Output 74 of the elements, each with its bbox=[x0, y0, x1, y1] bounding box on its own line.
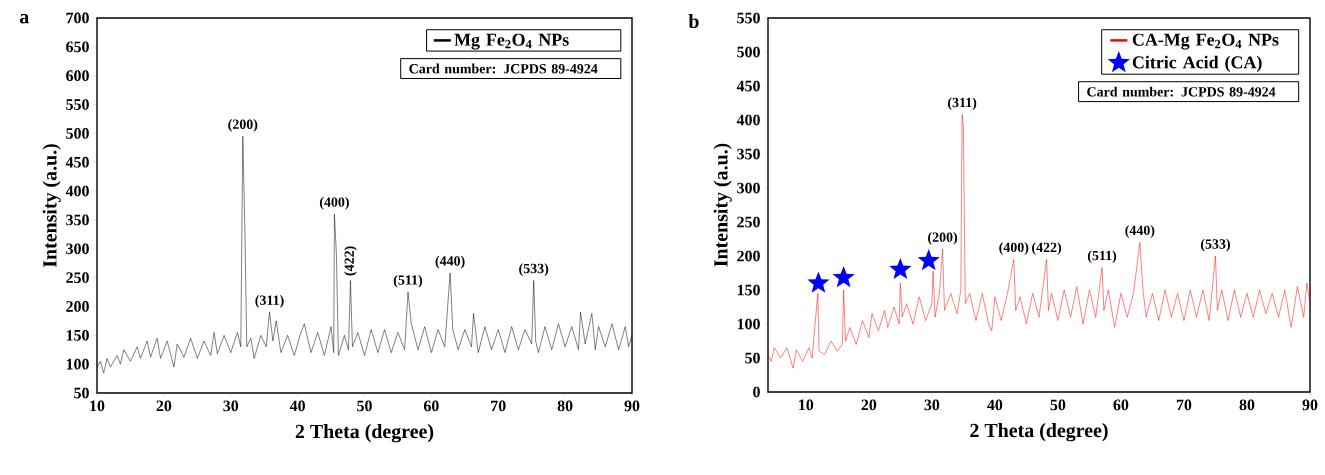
annotation: (200) bbox=[928, 232, 958, 245]
point bbox=[917, 249, 940, 271]
y-tick-label: 300 bbox=[737, 182, 760, 194]
annotation: (200) bbox=[228, 119, 258, 132]
x-tick-label: 50 bbox=[357, 400, 372, 412]
y-tick-label: 400 bbox=[65, 185, 89, 197]
y-tick-label: 50 bbox=[745, 352, 760, 364]
point bbox=[889, 257, 912, 280]
x-tick-label: 80 bbox=[1239, 399, 1255, 411]
annotation: (400) bbox=[999, 242, 1029, 255]
y-tick-label: 350 bbox=[66, 214, 89, 226]
y-tick-label: 700 bbox=[66, 12, 89, 24]
chart-title: a bbox=[19, 14, 29, 24]
x-tick-label: 70 bbox=[491, 400, 506, 412]
y-tick-label: 250 bbox=[737, 216, 760, 228]
y-tick-label: 150 bbox=[66, 329, 89, 341]
x-tick-label: 40 bbox=[289, 400, 305, 412]
annotation: (511) bbox=[393, 274, 423, 288]
y-tick-label: 100 bbox=[66, 358, 89, 370]
annotation: (422) bbox=[1032, 242, 1062, 255]
annotation: Card number: JCPDS 89-4924 bbox=[1087, 86, 1276, 97]
y-tick-label: 350 bbox=[737, 148, 760, 160]
point bbox=[832, 266, 855, 288]
x-tick-label: 20 bbox=[156, 400, 172, 412]
y-tick-label: 0 bbox=[753, 386, 760, 398]
annotation: (311) bbox=[948, 97, 977, 111]
y-tick-label: 500 bbox=[737, 46, 760, 58]
x-tick-label: 30 bbox=[223, 400, 239, 412]
y-axis-title: Intensity (a.u.) bbox=[713, 143, 732, 267]
x-tick-label: 70 bbox=[1176, 399, 1192, 411]
point bbox=[807, 271, 830, 293]
y-tick-label: 450 bbox=[736, 80, 760, 92]
y-tick-label: 550 bbox=[66, 99, 89, 110]
annotation: (311) bbox=[255, 295, 284, 308]
annotation: (440) bbox=[435, 255, 465, 269]
x-tick-label: 50 bbox=[1050, 399, 1066, 411]
y-tick-label: 400 bbox=[736, 114, 760, 126]
x-tick-label: 90 bbox=[624, 400, 640, 412]
annotation: (511) bbox=[1087, 250, 1117, 264]
legend-label: Mg Fe$_{2}$O$_{4}$ NPs bbox=[454, 33, 569, 50]
annotation: (533) bbox=[519, 263, 549, 276]
y-tick-label: 200 bbox=[66, 301, 89, 312]
y-tick-label: 450 bbox=[65, 156, 89, 168]
x-tick-label: 20 bbox=[861, 399, 877, 411]
y-tick-label: 300 bbox=[66, 243, 89, 255]
chart-title: b bbox=[688, 14, 699, 29]
y-tick-label: 550 bbox=[737, 12, 760, 24]
x-tick-label: 10 bbox=[90, 400, 105, 412]
y-tick-label: 200 bbox=[737, 250, 760, 262]
y-tick-label: 500 bbox=[66, 128, 89, 139]
y-tick-label: 150 bbox=[737, 284, 760, 296]
y-axis-title: Intensity (a.u.) bbox=[42, 144, 61, 268]
annotation: (533) bbox=[1200, 238, 1230, 252]
annotation: (440) bbox=[1125, 225, 1155, 238]
x-tick-label: 40 bbox=[987, 399, 1003, 411]
annotation: (422) bbox=[344, 246, 357, 276]
x-tick-label: 30 bbox=[924, 399, 940, 411]
x-axis-title: 2 Theta (degree) bbox=[970, 423, 1108, 442]
x-tick-label: 80 bbox=[557, 400, 573, 412]
annotation: Card number: JCPDS 89-4924 bbox=[409, 63, 598, 74]
x-tick-label: 60 bbox=[423, 400, 439, 412]
annotation: (400) bbox=[319, 196, 349, 210]
line-series bbox=[767, 114, 1311, 369]
legend-label: Citric Acid (CA) bbox=[1132, 55, 1262, 73]
legend-label: CA-Mg Fe$_{2}$O$_{4}$ NPs bbox=[1132, 33, 1279, 50]
x-axis-title: 2 Theta (degree) bbox=[295, 424, 434, 443]
x-tick-label: 90 bbox=[1302, 399, 1318, 411]
y-tick-label: 100 bbox=[737, 318, 760, 330]
y-tick-label: 600 bbox=[66, 70, 89, 82]
y-tick-label: 650 bbox=[66, 41, 89, 53]
x-tick-label: 10 bbox=[799, 399, 814, 411]
x-tick-label: 60 bbox=[1113, 399, 1129, 411]
y-tick-label: 250 bbox=[66, 272, 89, 283]
y-tick-label: 50 bbox=[74, 387, 89, 399]
